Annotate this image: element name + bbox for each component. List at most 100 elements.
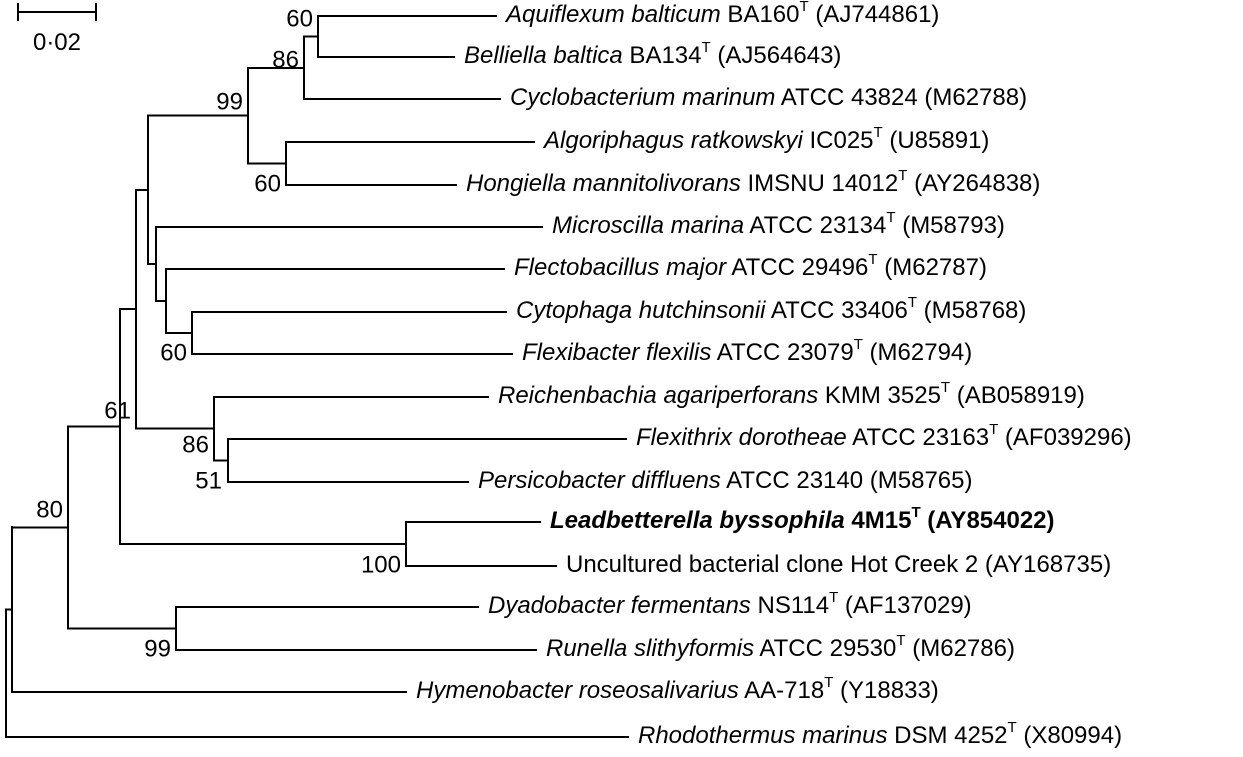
taxon-label-part: (AJ564643)	[711, 42, 842, 69]
taxon-label-part: ATCC 29496	[726, 254, 868, 281]
taxon-label-part: DSM 4252	[887, 722, 1007, 749]
taxon-label-part: (Y18833)	[833, 677, 938, 704]
taxon-label-part: BA160	[721, 1, 800, 28]
bootstrap-dya_run: 99	[144, 635, 171, 662]
taxon-label-part: Rhodothermus marinus	[638, 722, 887, 749]
taxon-label-part: ATCC 29530	[754, 635, 896, 662]
taxon-label-part: (M62794)	[863, 339, 972, 366]
taxon-label-part: Cytophaga hutchinsonii	[516, 297, 766, 324]
bootstrap-aqu_bel_cyc: 86	[272, 46, 299, 73]
taxon-label-part: Dyadobacter fermentans	[488, 592, 751, 619]
taxon-label-cyt: Cytophaga hutchinsonii ATCC 33406T (M587…	[516, 294, 1026, 324]
taxon-label-part: Microscilla marina	[552, 212, 744, 239]
taxon-label-part: T	[824, 674, 833, 691]
taxon-label-part: (M62786)	[906, 635, 1015, 662]
bootstrap-main_clade: 61	[104, 397, 131, 424]
taxon-label-part: (AY854022)	[921, 507, 1055, 534]
taxon-label-part: ATCC 23140 (M58765)	[721, 467, 973, 494]
taxon-label-part: Runella slithyformis	[546, 635, 754, 662]
taxon-label-fth: Flexithrix dorotheae ATCC 23163T (AF0392…	[636, 421, 1132, 451]
taxon-label-part: (AF039296)	[998, 424, 1131, 451]
taxon-label-hon: Hongiella mannitolivorans IMSNU 14012T (…	[466, 167, 1040, 197]
taxon-label-part: Flectobacillus major	[514, 254, 727, 281]
taxon-label-part: T	[911, 504, 920, 521]
taxon-label-part: T	[854, 336, 863, 353]
taxon-label-part: Flexibacter flexilis	[522, 339, 711, 366]
taxon-label-mic: Microscilla marina ATCC 23134T (M58793)	[552, 209, 1005, 239]
taxon-label-rei: Reichenbachia agariperforans KMM 3525T (…	[498, 379, 1085, 409]
taxon-label-part: T	[868, 251, 877, 268]
taxon-label-part: ATCC 23079	[711, 339, 853, 366]
taxon-label-part: (AJ744861)	[809, 1, 940, 28]
taxon-label-fle: Flectobacillus major ATCC 29496T (M62787…	[514, 251, 987, 281]
taxon-label-part: Algoriphagus ratkowskyi	[542, 127, 803, 154]
taxon-label-part: T	[896, 632, 905, 649]
taxon-label-per: Persicobacter diffluens ATCC 23140 (M587…	[478, 467, 972, 494]
scale-bar-label: 0·02	[33, 29, 81, 56]
taxon-label-part: ATCC 23134	[744, 212, 886, 239]
bootstrap-cyt_flx: 60	[160, 339, 187, 366]
taxon-label-part: AA-718	[739, 677, 824, 704]
bootstrap-alg_hon: 60	[254, 170, 281, 197]
tree-branches	[5, 15, 629, 738]
bootstrap-lea_unc: 100	[361, 551, 401, 578]
taxon-label-part: IMSNU 14012	[741, 170, 898, 197]
taxon-label-part: T	[829, 589, 838, 606]
taxon-label-cyc: Cyclobacterium marinum ATCC 43824 (M6278…	[510, 84, 1027, 111]
taxon-label-part: NS114	[751, 592, 829, 619]
bootstrap-aqu_bel: 60	[286, 5, 313, 32]
taxon-label-lea: Leadbetterella byssophila 4M15T (AY85402…	[550, 504, 1055, 534]
taxon-label-part: Leadbetterella byssophila	[550, 507, 845, 534]
scale-bar: 0·02	[17, 3, 97, 56]
taxon-label-bel: Belliella baltica BA134T (AJ564643)	[464, 39, 841, 69]
taxon-label-alg: Algoriphagus ratkowskyi IC025T (U85891)	[542, 124, 989, 154]
taxon-label-part: ATCC 23163	[847, 424, 989, 451]
taxon-label-flx: Flexibacter flexilis ATCC 23079T (M62794…	[522, 336, 972, 366]
taxon-label-part: 4M15	[845, 507, 912, 534]
taxon-label-part: Belliella baltica	[464, 42, 623, 69]
taxon-label-part: T	[886, 209, 895, 226]
taxon-label-aqu: Aquiflexum balticum BA160T (AJ744861)	[504, 0, 939, 28]
taxon-label-part: (M62787)	[878, 254, 987, 281]
taxon-label-part: Aquiflexum balticum	[504, 1, 721, 28]
taxon-labels: Aquiflexum balticum BA160T (AJ744861)Bel…	[416, 0, 1132, 749]
taxon-label-part: (AF137029)	[838, 592, 971, 619]
taxon-label-part: T	[941, 379, 950, 396]
taxon-label-part: T	[800, 0, 809, 15]
taxon-label-part: IC025	[803, 127, 874, 154]
taxon-label-part: T	[989, 421, 998, 438]
bootstrap-rei_group: 86	[182, 431, 209, 458]
taxon-label-part: ATCC 33406	[766, 297, 908, 324]
bootstrap-cyclo_group: 99	[216, 88, 243, 115]
taxon-label-part: BA134	[623, 42, 702, 69]
taxon-label-part: (M58768)	[917, 297, 1026, 324]
taxon-label-part: Persicobacter diffluens	[478, 467, 721, 494]
bootstrap-ingroup: 80	[36, 496, 63, 523]
taxon-label-part: T	[1008, 719, 1017, 736]
bootstrap-fth_per: 51	[195, 467, 222, 494]
taxon-label-part: T	[702, 39, 711, 56]
taxon-label-part: T	[874, 124, 883, 141]
taxon-label-rho: Rhodothermus marinus DSM 4252T (X80994)	[638, 719, 1122, 749]
taxon-label-unc: Uncultured bacterial clone Hot Creek 2 (…	[566, 551, 1111, 578]
taxon-label-part: Hongiella mannitolivorans	[466, 170, 741, 197]
taxon-label-run: Runella slithyformis ATCC 29530T (M62786…	[546, 632, 1015, 662]
taxon-label-hym: Hymenobacter roseosalivarius AA-718T (Y1…	[416, 674, 939, 704]
taxon-label-part: (AB058919)	[950, 382, 1085, 409]
taxon-label-part: Hymenobacter roseosalivarius	[416, 677, 739, 704]
taxon-label-part: Reichenbachia agariperforans	[498, 382, 818, 409]
taxon-label-part: (X80994)	[1017, 722, 1122, 749]
taxon-label-part: T	[898, 167, 907, 184]
taxon-label-part: (U85891)	[883, 127, 990, 154]
taxon-label-part: Flexithrix dorotheae	[636, 424, 847, 451]
taxon-label-dya: Dyadobacter fermentans NS114T (AF137029)	[488, 589, 972, 619]
taxon-label-part: KMM 3525	[818, 382, 941, 409]
taxon-label-part: ATCC 43824 (M62788)	[775, 84, 1027, 111]
taxon-label-part: Uncultured bacterial clone Hot Creek 2 (…	[566, 551, 1111, 578]
bootstrap-values: 60 86 99 60 60 86 51 100 61 80 99	[36, 5, 401, 662]
taxon-label-part: (AY264838)	[907, 170, 1040, 197]
taxon-label-part: Cyclobacterium marinum	[510, 84, 775, 111]
taxon-label-part: T	[908, 294, 917, 311]
taxon-label-part: (M58793)	[896, 212, 1005, 239]
